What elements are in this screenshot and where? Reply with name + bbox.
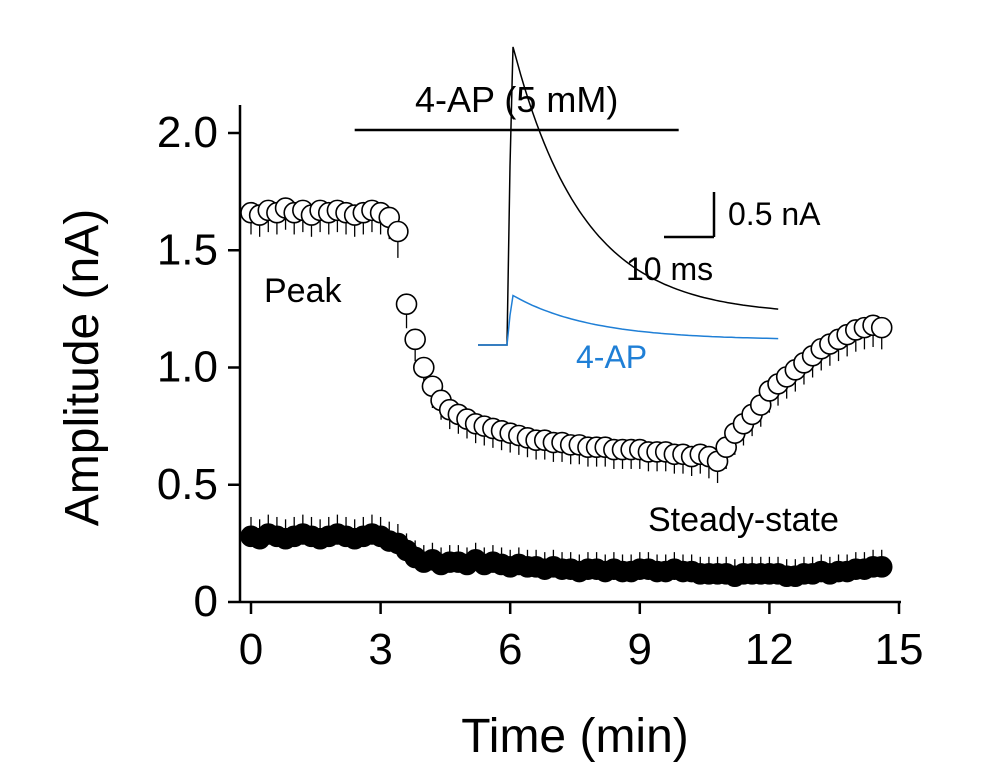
scalebar-current-label: 0.5 nA bbox=[728, 196, 821, 232]
y-axis-label: Amplitude (nA) bbox=[56, 209, 109, 526]
peak-point bbox=[395, 293, 418, 315]
treatment-bar-group: 4-AP (5 mM) bbox=[354, 79, 679, 132]
axes: 0 0.5 1.0 1.5 2.0 0 3 6 9 12 15 bbox=[157, 105, 924, 674]
y-tick-label: 1.0 bbox=[157, 343, 218, 392]
y-tick-label: 1.5 bbox=[157, 225, 218, 274]
peak-point bbox=[387, 220, 409, 243]
peak-series-label: Peak bbox=[264, 272, 342, 310]
peak-point bbox=[404, 328, 426, 351]
peak-point bbox=[870, 316, 893, 339]
data-markers bbox=[240, 197, 893, 588]
x-tick-label: 0 bbox=[239, 625, 263, 674]
y-tick-label: 0.5 bbox=[157, 460, 218, 509]
x-tick-label: 9 bbox=[628, 625, 652, 674]
x-tick-label: 12 bbox=[745, 625, 794, 674]
y-tick-label: 0 bbox=[194, 577, 218, 626]
scalebar-time-label: 10 ms bbox=[626, 251, 713, 287]
inset-traces: 0.5 nA 10 ms 4-AP bbox=[478, 46, 821, 375]
steady-series-label: Steady-state bbox=[648, 501, 839, 539]
treatment-label: 4-AP (5 mM) bbox=[415, 79, 618, 120]
x-tick-label: 15 bbox=[875, 625, 924, 674]
x-tick-label: 3 bbox=[368, 625, 392, 674]
control-trace bbox=[478, 46, 779, 346]
steady-point bbox=[870, 556, 893, 578]
peak-point bbox=[412, 356, 435, 379]
ap-trace-label: 4-AP bbox=[576, 339, 647, 375]
x-tick-label: 6 bbox=[498, 625, 522, 674]
ap-trace bbox=[478, 294, 779, 346]
y-tick-label: 2.0 bbox=[157, 108, 218, 157]
x-axis-label: Time (min) bbox=[461, 710, 689, 763]
